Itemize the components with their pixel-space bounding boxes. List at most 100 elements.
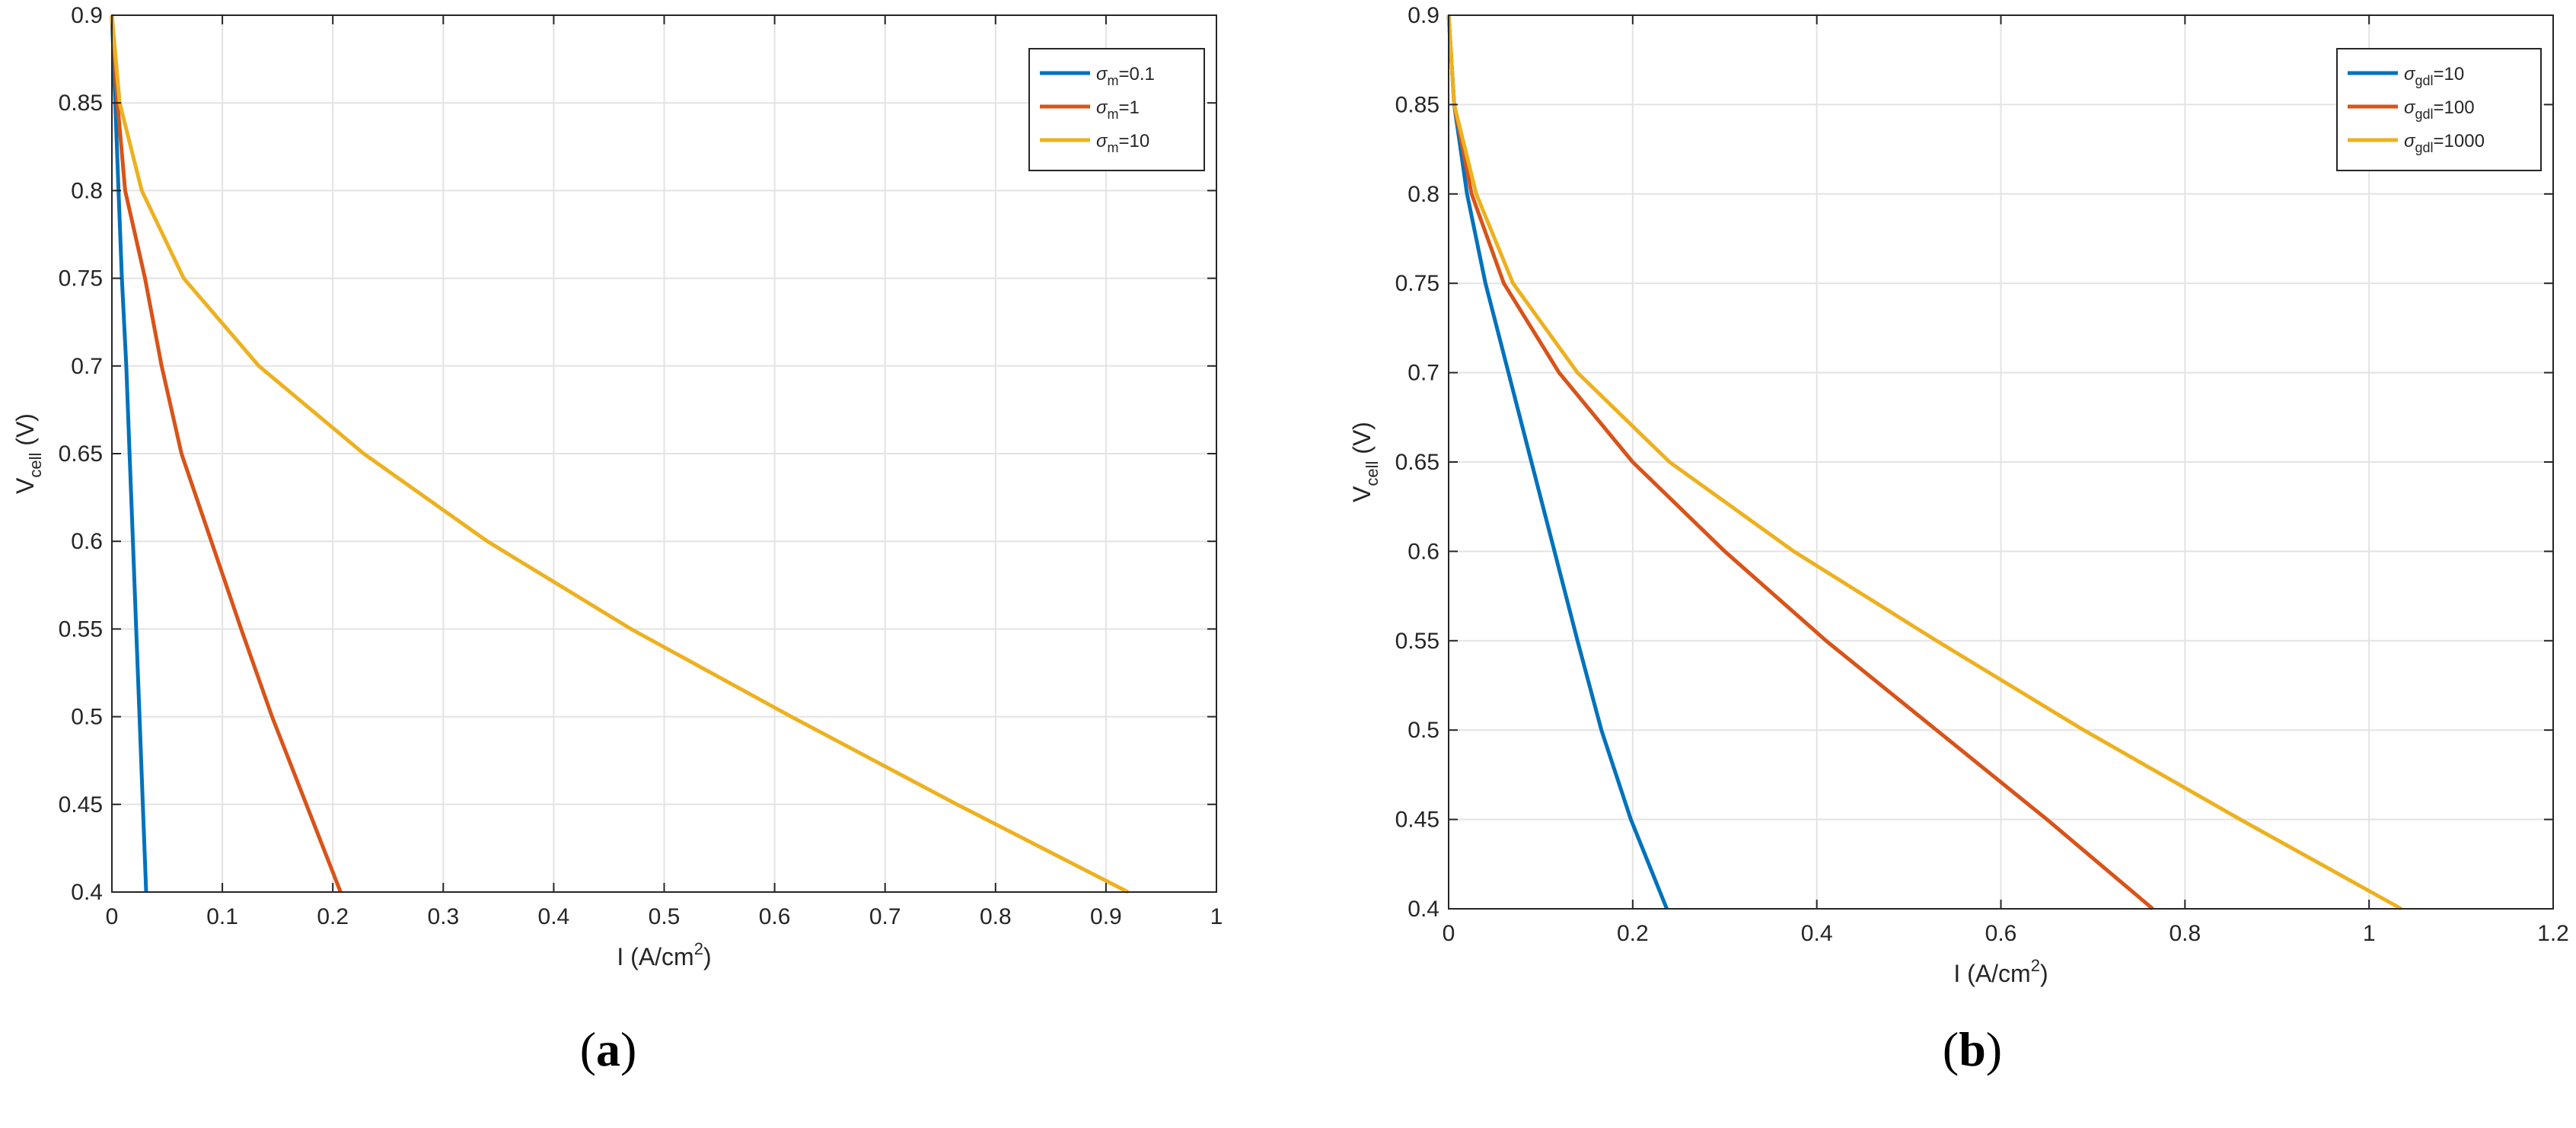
- series-line-1: [110, 14, 148, 893]
- y-tick-label: 0.4: [1408, 897, 1439, 922]
- series-line-2: [1446, 14, 2154, 910]
- legend-sigma: σ: [2404, 131, 2416, 151]
- y-axis-label-main: V: [1348, 486, 1376, 502]
- y-tick-label: 0.55: [59, 617, 103, 642]
- x-axis-label-tail: ): [2040, 960, 2048, 987]
- legend-subscript: gdl: [2415, 73, 2433, 88]
- x-tick-label: 0.8: [2169, 921, 2201, 946]
- x-tick-label: 0.5: [649, 904, 681, 929]
- legend-value: =10: [1118, 131, 1149, 151]
- y-axis-label-main: V: [11, 477, 39, 494]
- x-axis-label-tail: ): [703, 943, 712, 970]
- legend-entry-2: σm=1: [1096, 97, 1140, 122]
- x-axis-label: I (A/cm2): [617, 939, 711, 970]
- y-axis-label-sub: cell: [1363, 461, 1382, 486]
- chart-panel-a: 0 0.1 0.2 0.3 0.4 0.5 0.6 0.7 0.8 0.9 1 0.4 0.45 0.5 0…: [11, 3, 1223, 1076]
- y-tick-label: 0.65: [59, 441, 103, 467]
- y-tick-label: 0.8: [71, 178, 103, 203]
- legend-entry-3: σgdl=1000: [2404, 131, 2485, 155]
- legend-subscript: gdl: [2415, 107, 2433, 122]
- x-tick-label: 0.9: [1090, 904, 1122, 929]
- x-tick-label: 0.8: [980, 904, 1012, 929]
- x-tick-label: 0.2: [1617, 921, 1649, 946]
- y-tick-label: 0.45: [59, 792, 103, 817]
- legend-sigma: σ: [2404, 64, 2416, 84]
- x-tick-label: 0.7: [869, 904, 901, 929]
- x-tick-label: 1.2: [2537, 921, 2569, 946]
- legend: σm=0.1σm=1σm=10: [1028, 48, 1205, 171]
- legend-box: [2336, 48, 2542, 171]
- legend-subscript: gdl: [2415, 140, 2433, 155]
- x-tick-label: 1: [1210, 904, 1223, 929]
- x-tick-label: 0.2: [317, 904, 349, 929]
- y-axis-label-tail: (V): [11, 413, 39, 453]
- panel-label: (a): [580, 1022, 637, 1076]
- x-axis-label-sup: 2: [2031, 956, 2040, 975]
- y-tick-label: 0.9: [71, 3, 103, 28]
- legend-subscript: m: [1107, 73, 1118, 88]
- x-tick-label: 0.4: [1801, 921, 1833, 946]
- x-axis-label: I (A/cm2): [1953, 956, 2048, 987]
- x-tick-label: 0.6: [1985, 921, 2017, 946]
- legend-subscript: m: [1107, 140, 1118, 155]
- x-tick-label: 0.3: [427, 904, 459, 929]
- y-tick-label: 0.7: [1408, 361, 1439, 386]
- panel-label-open: (: [1943, 1022, 1959, 1076]
- y-tick-label: 0.65: [1395, 450, 1439, 475]
- chart-panel-b: 0 0.2 0.4 0.6 0.8 1 1.2 0.4 0.45 0.5 0.55 0.6 0.65 0.…: [1348, 3, 2569, 1076]
- x-tick-label: 0: [106, 904, 119, 929]
- y-tick-label: 0.8: [1408, 182, 1439, 207]
- legend-sigma: σ: [1096, 64, 1108, 84]
- legend-value: =100: [2434, 97, 2475, 118]
- x-axis-label-sup: 2: [694, 939, 703, 958]
- y-tick-label: 0.5: [1408, 718, 1439, 743]
- panel-label-letter: b: [1959, 1022, 1986, 1076]
- y-tick-label: 0.75: [1395, 271, 1439, 296]
- y-tick-label: 0.45: [1395, 808, 1439, 833]
- x-tick-label: 0: [1443, 921, 1455, 946]
- legend-sigma: σ: [1096, 131, 1108, 151]
- y-tick-label: 0.7: [71, 354, 103, 379]
- y-axis-label-sub: cell: [26, 453, 45, 478]
- y-axis-label-tail: (V): [1348, 422, 1376, 461]
- legend-entry-2: σgdl=100: [2404, 97, 2475, 122]
- panel-label: (b): [1943, 1022, 2002, 1076]
- series-line-1: [1446, 14, 1669, 910]
- x-tick-label: 1: [2363, 921, 2376, 946]
- y-tick-label: 0.85: [1395, 92, 1439, 117]
- legend-sigma: σ: [1096, 97, 1108, 118]
- y-axis-label: Vcell (V): [11, 413, 45, 494]
- y-tick-label: 0.5: [71, 705, 103, 730]
- legend-value: =10: [2434, 64, 2465, 84]
- y-tick-label: 0.6: [1408, 539, 1439, 564]
- x-axis-label-main: I (A/cm: [1953, 960, 2030, 987]
- y-tick-label: 0.6: [71, 529, 103, 554]
- legend-entry-1: σm=0.1: [1096, 64, 1155, 88]
- legend-sigma: σ: [2404, 97, 2416, 118]
- legend-entry-3: σm=10: [1096, 131, 1149, 155]
- panel-label-close: ): [1986, 1022, 2002, 1076]
- legend-value: =1: [1118, 97, 1139, 118]
- legend-subscript: m: [1107, 107, 1118, 122]
- series-line-2: [110, 14, 343, 893]
- y-tick-label: 0.9: [1408, 3, 1439, 28]
- legend-box: [1028, 48, 1205, 171]
- y-tick-label: 0.85: [59, 91, 103, 116]
- y-tick-label: 0.4: [71, 880, 103, 905]
- panel-label-close: ): [620, 1022, 636, 1076]
- legend-value: =0.1: [1118, 64, 1154, 84]
- legend-entry-1: σgdl=10: [2404, 64, 2464, 88]
- y-axis-label: Vcell (V): [1348, 422, 1382, 502]
- series-line-3: [1446, 14, 2402, 911]
- x-axis-label-main: I (A/cm: [617, 943, 693, 970]
- panel-label-letter: a: [596, 1022, 620, 1076]
- legend-value: =1000: [2434, 131, 2485, 151]
- y-tick-label: 0.55: [1395, 629, 1439, 654]
- x-tick-label: 0.1: [206, 904, 238, 929]
- panel-label-open: (: [580, 1022, 596, 1076]
- series-line-3: [110, 14, 1130, 894]
- x-tick-label: 0.6: [759, 904, 791, 929]
- x-tick-label: 0.4: [538, 904, 570, 929]
